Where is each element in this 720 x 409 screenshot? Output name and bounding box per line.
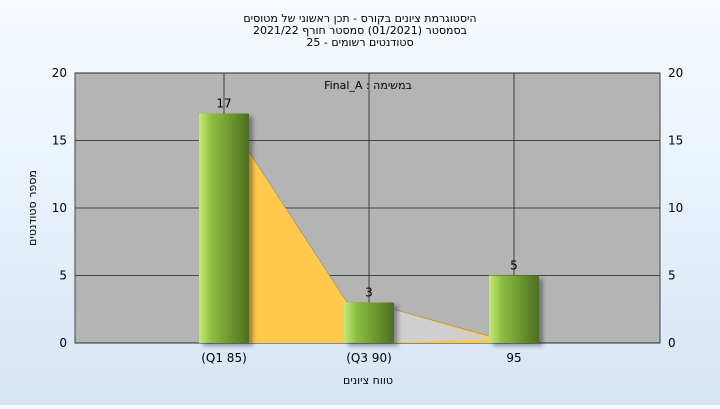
x-tick-label: (Q3 90) xyxy=(346,351,392,365)
y-tick-label-left: 15 xyxy=(52,134,67,148)
axis-ticks: 0 0 5 5 10 10 15 15 20 20 (Q1 85) (Q3 90) 95 xyxy=(52,66,684,365)
y-tick-label-right: 10 xyxy=(668,201,683,215)
x-axis-label: טווח ציונים xyxy=(343,374,393,387)
y-tick-label-right: 15 xyxy=(668,134,683,148)
y-tick-label-left: 5 xyxy=(59,269,67,283)
y-tick-label-left: 20 xyxy=(52,66,67,80)
trend-area-fill xyxy=(224,113,514,343)
chart-title-line-3: סטודנטים רשומים - 25 xyxy=(306,36,413,49)
y-tick-label-right: 20 xyxy=(668,66,683,80)
data-label: 3 xyxy=(365,286,373,300)
bars xyxy=(199,113,539,343)
y-tick-label-left: 10 xyxy=(52,201,67,215)
bar xyxy=(199,113,249,343)
y-axis-label: מספר סטודנטים xyxy=(26,170,39,246)
chart-title-line-2: בסמסטר (01/2021) סמסטר חורף 2021/22 xyxy=(253,24,467,37)
y-tick-label-right: 5 xyxy=(668,269,676,283)
chart-title-line-1: היסטוגרמת ציונים בקורס - תכן ראשוני של מ… xyxy=(243,12,476,25)
chart-annotation: Final_A : במשימה xyxy=(324,79,412,92)
x-tick-label: 95 xyxy=(506,351,521,365)
x-tick-label: (Q1 85) xyxy=(201,351,247,365)
y-tick-label-left: 0 xyxy=(59,336,67,350)
trend-area-shadow xyxy=(369,302,493,343)
bar xyxy=(489,275,539,343)
data-label: 17 xyxy=(216,97,231,111)
y-tick-label-right: 0 xyxy=(668,336,676,350)
data-label: 5 xyxy=(510,259,518,273)
bar xyxy=(344,302,394,343)
